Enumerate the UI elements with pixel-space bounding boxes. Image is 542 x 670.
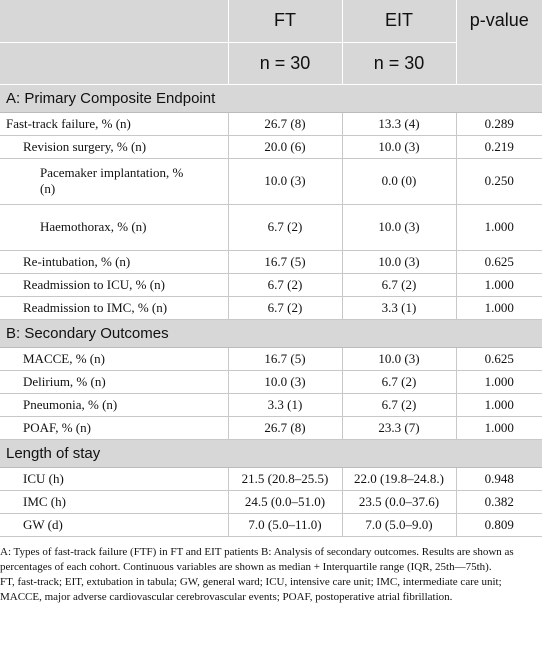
data-row: Re-intubation, % (n) 16.7 (5) 10.0 (3) 0.62…	[0, 250, 542, 274]
value-cell: 10.0 (3)	[227, 158, 342, 205]
row-label: Haemothorax, % (n)	[0, 204, 228, 251]
value-cell: 10.0 (3)	[341, 135, 456, 159]
value-cell: 24.5 (0.0–51.0)	[227, 490, 342, 514]
data-row: IMC (h) 24.5 (0.0–51.0) 23.5 (0.0–37.6) 0.3…	[0, 490, 542, 514]
section-row: A: Primary Composite Endpoint	[0, 84, 542, 113]
value-cell: 6.7 (2)	[227, 204, 342, 251]
data-row: Readmission to IMC, % (n) 6.7 (2) 3.3 (1) 1…	[0, 296, 542, 320]
value-cell: 1.000	[455, 204, 542, 251]
value-cell: 21.5 (20.8–25.5)	[227, 467, 342, 491]
data-row: Pneumonia, % (n) 3.3 (1) 6.7 (2) 1.000	[0, 393, 542, 417]
value-cell: 7.0 (5.0–11.0)	[227, 513, 342, 537]
row-label: GW (d)	[0, 513, 228, 537]
value-cell: 6.7 (2)	[341, 273, 456, 297]
value-cell: 16.7 (5)	[227, 250, 342, 274]
value-cell: 13.3 (4)	[341, 112, 456, 136]
value-cell: 6.7 (2)	[341, 393, 456, 417]
value-cell: 1.000	[455, 416, 542, 440]
value-cell: 7.0 (5.0–9.0)	[341, 513, 456, 537]
value-cell: 1.000	[455, 273, 542, 297]
value-cell: 10.0 (3)	[227, 370, 342, 394]
value-cell: 3.3 (1)	[227, 393, 342, 417]
value-cell: 16.7 (5)	[227, 347, 342, 371]
header-cell: p-value	[455, 0, 542, 85]
row-label: POAF, % (n)	[0, 416, 228, 440]
row-label: MACCE, % (n)	[0, 347, 228, 371]
value-cell: 26.7 (8)	[227, 112, 342, 136]
value-cell: 10.0 (3)	[341, 250, 456, 274]
row-label: Pacemaker implantation, % (n)	[0, 158, 228, 205]
data-row: Haemothorax, % (n) 6.7 (2) 10.0 (3) 1.000	[0, 204, 542, 251]
results-table: FT EIT p-value n = 30 n = 30 A: Primary …	[0, 0, 542, 537]
corner	[0, 42, 228, 85]
header-cell: FT	[227, 0, 342, 43]
data-row: Delirium, % (n) 10.0 (3) 6.7 (2) 1.000	[0, 370, 542, 394]
value-cell: 1.000	[455, 393, 542, 417]
value-cell: 6.7 (2)	[227, 296, 342, 320]
value-cell: 0.948	[455, 467, 542, 491]
row-label: Pneumonia, % (n)	[0, 393, 228, 417]
header-row: n = 30 n = 30	[0, 42, 542, 85]
header-row: FT EIT p-value	[0, 0, 542, 85]
value-cell: 6.7 (2)	[341, 370, 456, 394]
row-label: Readmission to IMC, % (n)	[0, 296, 228, 320]
row-label: IMC (h)	[0, 490, 228, 514]
footnotes: A: Types of fast-track failure (FTF) in …	[0, 537, 542, 605]
header-cell: EIT	[341, 0, 456, 43]
footnote: A: Types of fast-track failure (FTF) in …	[0, 545, 514, 573]
value-cell: 23.3 (7)	[341, 416, 456, 440]
value-cell: 1.000	[455, 296, 542, 320]
row-label: Fast-track failure, % (n)	[0, 112, 228, 136]
data-row: Fast-track failure, % (n) 26.7 (8) 13.3 (4…	[0, 112, 542, 136]
row-label: Readmission to ICU, % (n)	[0, 273, 228, 297]
data-row: GW (d) 7.0 (5.0–11.0) 7.0 (5.0–9.0) 0.809	[0, 513, 542, 537]
value-cell: 3.3 (1)	[341, 296, 456, 320]
value-cell: 0.219	[455, 135, 542, 159]
section-title: Length of stay	[0, 439, 542, 468]
data-row: Revision surgery, % (n) 20.0 (6) 10.0 (3) 0…	[0, 135, 542, 159]
value-cell: 0.625	[455, 347, 542, 371]
value-cell: 0.289	[455, 112, 542, 136]
section-row: B: Secondary Outcomes	[0, 319, 542, 348]
value-cell: 0.809	[455, 513, 542, 537]
value-cell: 0.0 (0)	[341, 158, 456, 205]
value-cell: 10.0 (3)	[341, 204, 456, 251]
section-row: Length of stay	[0, 439, 542, 468]
value-cell: 0.250	[455, 158, 542, 205]
data-row: ICU (h) 21.5 (20.8–25.5) 22.0 (19.8–24.8.)…	[0, 467, 542, 491]
header-cell: n = 30	[227, 42, 342, 85]
section-title: B: Secondary Outcomes	[0, 319, 542, 348]
value-cell: 26.7 (8)	[227, 416, 342, 440]
value-cell: 0.625	[455, 250, 542, 274]
corner	[0, 0, 228, 43]
value-cell: 6.7 (2)	[227, 273, 342, 297]
value-cell: 23.5 (0.0–37.6)	[341, 490, 456, 514]
header-cell: n = 30	[341, 42, 456, 85]
data-row: MACCE, % (n) 16.7 (5) 10.0 (3) 0.625	[0, 347, 542, 371]
row-label: Revision surgery, % (n)	[0, 135, 228, 159]
data-row: Readmission to ICU, % (n) 6.7 (2) 6.7 (2) 1…	[0, 273, 542, 297]
value-cell: 20.0 (6)	[227, 135, 342, 159]
value-cell: 10.0 (3)	[341, 347, 456, 371]
row-label: ICU (h)	[0, 467, 228, 491]
data-row: Pacemaker implantation, % (n) 10.0 (3) 0.0…	[0, 158, 542, 205]
section-title: A: Primary Composite Endpoint	[0, 84, 542, 113]
value-cell: 0.382	[455, 490, 542, 514]
value-cell: 22.0 (19.8–24.8.)	[341, 467, 456, 491]
footnote: FT, fast-track; EIT, extubation in tabul…	[0, 575, 502, 603]
row-label: Re-intubation, % (n)	[0, 250, 228, 274]
row-label: Delirium, % (n)	[0, 370, 228, 394]
data-row: POAF, % (n) 26.7 (8) 23.3 (7) 1.000	[0, 416, 542, 440]
value-cell: 1.000	[455, 370, 542, 394]
